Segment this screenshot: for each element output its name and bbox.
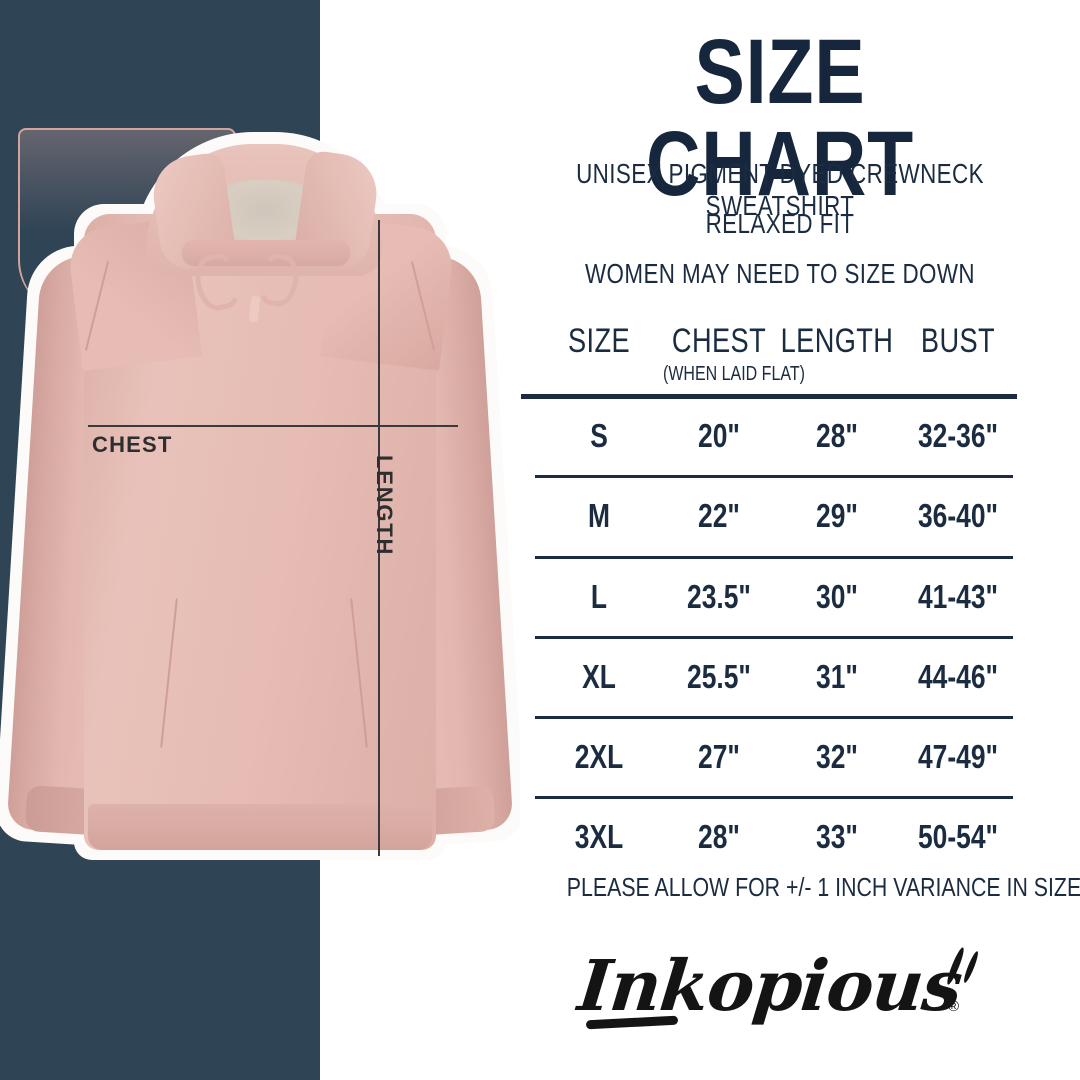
cell-length: 32" — [816, 738, 858, 775]
table-row: M 22" 29" 36-40" — [520, 497, 1020, 557]
cell-bust: 41-43" — [917, 578, 999, 615]
cell-size: 2XL — [574, 738, 624, 775]
cell-bust: 44-46" — [917, 658, 999, 695]
cell-chest: 27" — [698, 738, 740, 775]
chest-note: (WHEN LAID FLAT) — [663, 363, 805, 385]
length-measure-line — [378, 220, 380, 856]
cell-length: 30" — [816, 578, 858, 615]
row-divider — [535, 475, 1013, 478]
cell-size: M — [588, 497, 610, 534]
row-divider — [535, 636, 1013, 639]
cell-chest: 25.5" — [687, 658, 751, 695]
hem-band — [88, 804, 432, 850]
chest-measure-line — [88, 425, 458, 427]
length-measure-label: LENGTH — [372, 455, 397, 557]
cell-size: L — [590, 578, 608, 615]
cell-bust: 47-49" — [917, 738, 999, 775]
column-header-length: LENGTH — [780, 322, 894, 360]
column-header-bust: BUST — [920, 322, 996, 360]
column-header-size: SIZE — [567, 322, 631, 360]
subtitle-fit: RELAXED FIT — [705, 208, 855, 239]
row-divider — [535, 556, 1013, 559]
column-header-chest: CHEST — [671, 322, 767, 360]
cell-length: 28" — [816, 417, 858, 454]
registered-trademark-icon: ® — [948, 998, 960, 1015]
cell-length: 29" — [816, 497, 858, 534]
cell-chest: 28" — [698, 818, 740, 855]
table-row: L 23.5" 30" 41-43" — [520, 578, 1020, 638]
table-header-rule — [521, 394, 1017, 399]
page-title: SIZE CHART — [645, 21, 915, 215]
cell-length: 33" — [816, 818, 858, 855]
size-chart-panel: SIZE CHART UNISEX PIGMENT DYED CREWNECK … — [520, 0, 1080, 1080]
subtitle-product: UNISEX PIGMENT DYED CREWNECK SWEATSHIRT — [576, 158, 984, 221]
cell-chest: 22" — [698, 497, 740, 534]
table-row: 2XL 27" 32" 47-49" — [520, 738, 1020, 798]
brand-logo: Inkopious ® — [560, 930, 1000, 1045]
table-row: 3XL 28" 33" 50-54" — [520, 818, 1020, 878]
table-row: XL 25.5" 31" 44-46" — [520, 658, 1020, 718]
variance-footnote: PLEASE ALLOW FOR +/- 1 INCH VARIANCE IN … — [566, 872, 1080, 902]
cell-size: 3XL — [574, 818, 624, 855]
row-divider — [535, 716, 1013, 719]
cell-chest: 20" — [698, 417, 740, 454]
hoodie-illustration — [0, 128, 520, 868]
table-row: S 20" 28" 32-36" — [520, 417, 1020, 477]
cell-bust: 32-36" — [917, 417, 999, 454]
brand-name: Inkopious — [574, 944, 966, 1027]
neck-band — [182, 240, 350, 266]
garment-photo: CHEST LENGTH — [0, 0, 520, 1080]
cell-size: XL — [582, 658, 616, 695]
subtitle-sizing-note: WOMEN MAY NEED TO SIZE DOWN — [585, 258, 975, 289]
cell-bust: 36-40" — [917, 497, 999, 534]
cell-chest: 23.5" — [687, 578, 751, 615]
cell-bust: 50-54" — [917, 818, 999, 855]
size-table: SIZE CHEST LENGTH BUST (WHEN LAID FLAT) … — [520, 0, 1040, 1080]
cell-length: 31" — [816, 658, 858, 695]
table-header-row: SIZE CHEST LENGTH BUST — [520, 322, 1020, 382]
cell-size: S — [590, 417, 608, 454]
chest-measure-label: CHEST — [92, 432, 173, 457]
row-divider — [535, 796, 1013, 799]
